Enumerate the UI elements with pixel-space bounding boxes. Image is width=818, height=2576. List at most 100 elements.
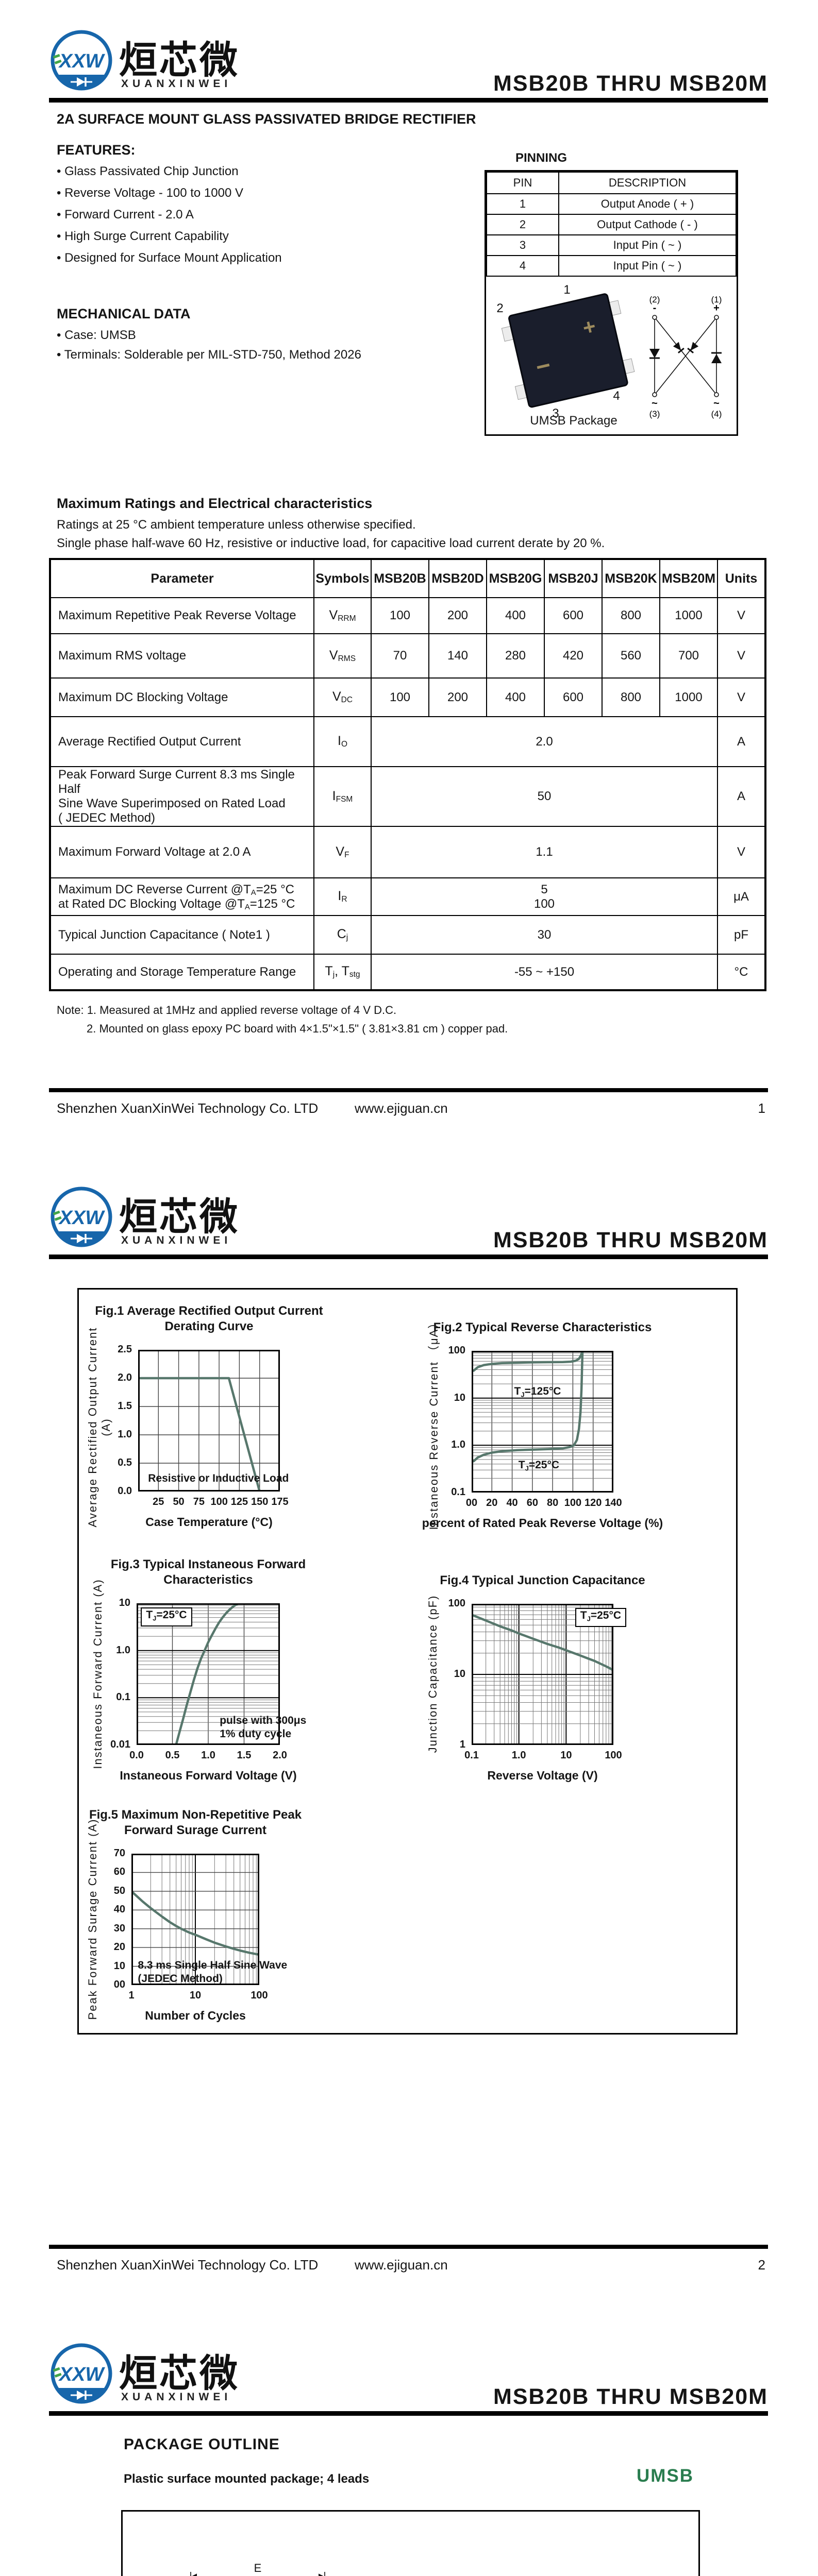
footer-website: www.ejiguan.cn [355, 1100, 448, 1116]
outline-box [121, 2510, 700, 2576]
page2-number: 2 [758, 2257, 765, 2273]
fig2-ytick: 10 [454, 1392, 465, 1403]
note-line1: Note: 1. Measured at 1MHz and applied re… [57, 1004, 397, 1016]
fig2-xtick: 100 [564, 1497, 582, 1509]
brand-name-cn: 烜芯微 [119, 39, 240, 81]
page1-header-rule [49, 98, 768, 103]
fig4-xtick: 1.0 [511, 1750, 526, 1761]
outline-side-view: L e [464, 2545, 686, 2576]
dim-E-label: E [254, 2562, 262, 2574]
fig1-xtick: 25 [153, 1496, 164, 1507]
brand-name-en: XUANXINWEI [121, 2391, 232, 2403]
fig3-annotation: TJ=25°C [141, 1607, 192, 1626]
fig5-ytick: 30 [113, 1922, 125, 1934]
fig2-xtick: 60 [526, 1497, 538, 1509]
ratings-row: Maximum RMS voltage VRMS 70 140 280 420 560 700… [49, 633, 766, 679]
logo-xxw-text: XXW [58, 1207, 106, 1229]
mech-item: • Case: UMSB [57, 328, 136, 342]
fig1-plot [138, 1350, 280, 1492]
ratings-row: Operating and Storage Temperature Range T… [49, 954, 766, 991]
page2-header-rule [49, 1255, 768, 1259]
brand-name-cn: 烜芯微 [119, 2352, 240, 2395]
photo-pin1-label: 1 [563, 283, 570, 297]
fig4-plot [472, 1604, 613, 1745]
footer-company: Shenzhen XuanXinWei Technology Co. LTD [57, 1100, 319, 1116]
note-line2: 2. Mounted on glass epoxy PC board with … [87, 1022, 508, 1035]
package-outline-heading: PACKAGE OUTLINE [124, 2436, 280, 2453]
fig5-plot [131, 1854, 259, 1985]
fig5-xtick: 100 [251, 1990, 268, 2001]
features-list: • Glass Passivated Chip Junction • Revers… [57, 161, 282, 269]
fig3-annotation: pulse with 300μs 1% duty cycle [220, 1714, 307, 1740]
page3-title: MSB20B THRU MSB20M [493, 2384, 768, 2409]
sch-terminal3-label: (3) [649, 409, 660, 419]
brand-name-cn: 烜芯微 [119, 1195, 240, 1238]
fig4-title: Fig.4 Typical Junction Capacitance [440, 1573, 645, 1587]
ratings-row: Average Rectified Output Current IO 2.0 A [49, 716, 766, 767]
fig5-ytick: 50 [113, 1885, 125, 1896]
fig5-xlabel: Number of Cycles [145, 2009, 246, 2022]
fig5-ylabel: Peak Forward Surage Current (A) [86, 1818, 99, 2020]
fig3-ytick: 0.1 [116, 1691, 130, 1703]
fig2-ytick: 100 [448, 1345, 465, 1356]
feature-item: • Reverse Voltage - 100 to 1000 V [57, 186, 243, 200]
outline-top-view: E b D [190, 2562, 326, 2576]
brand-logo: XXW 烜芯微 XUANXINWEI [49, 2342, 338, 2411]
fig1-annotation: Resistive or Inductive Load [148, 1472, 289, 1484]
features-heading: FEATURES: [57, 142, 136, 158]
fig3-xtick: 2.0 [273, 1750, 287, 1761]
mechanical-data-heading: MECHANICAL DATA [57, 306, 191, 321]
fig5-ytick: 20 [113, 1941, 125, 1953]
brand-name-en: XUANXINWEI [121, 1234, 232, 1246]
page3-header-rule [49, 2411, 768, 2416]
photo-pin4-label: 4 [613, 389, 620, 403]
fig4-xtick: 100 [605, 1750, 622, 1761]
pinning-heading: PINNING [515, 151, 567, 165]
feature-item: • Forward Current - 2.0 A [57, 208, 194, 222]
fig1-title: Fig.1 Average Rectified Output Current De… [95, 1304, 323, 1333]
fig2-xtick: 120 [585, 1497, 602, 1509]
fig1-ytick: 2.0 [118, 1372, 132, 1383]
page2-title: MSB20B THRU MSB20M [493, 1228, 768, 1252]
page2-footer-rule [49, 2245, 768, 2249]
ratings-line2: Single phase half-wave 60 Hz, resistive … [57, 536, 605, 550]
fig1-xlabel: Case Temperature (°C) [145, 1515, 273, 1529]
bridge-circuit-schematic: (2) - (1) + ~ (3) ~ (4) [649, 295, 722, 419]
sch-minus-sign: - [653, 302, 657, 314]
pinning-row: 3 Input Pin ( ~ ) [486, 234, 737, 256]
fig2-xtick: 00 [465, 1497, 478, 1509]
fig4-ytick: 10 [454, 1668, 465, 1680]
umsb-package-photo: + − 1 2 3 4 [496, 283, 635, 420]
fig2-ylabel: Instaneous Reverse Current （μA） [427, 1316, 440, 1530]
page1-number: 1 [758, 1100, 765, 1116]
fig1-ytick: 1.0 [118, 1429, 132, 1440]
fig1-xtick: 50 [173, 1496, 185, 1507]
footer-website2: www.ejiguan.cn [355, 2257, 448, 2273]
logo-diode-icon [71, 77, 92, 87]
fig1-xtick: 100 [210, 1496, 228, 1507]
package-caption: UMSB Package [530, 414, 617, 428]
figures-box [77, 1288, 738, 2035]
fig1-xtick: 125 [230, 1496, 248, 1507]
fig1-xtick: 75 [193, 1496, 205, 1507]
brand-logo: XXW 烜芯微 XUANXINWEI [49, 1185, 338, 1255]
page1-footer-rule [49, 1088, 768, 1092]
fig5-annotation: 8.3 ms Single Half Sine Wave (JEDEC Metho… [138, 1959, 288, 1985]
fig3-ytick: 0.01 [110, 1739, 130, 1750]
fig1-ytick: 0.5 [118, 1457, 132, 1468]
fig3-xtick: 0.0 [129, 1750, 144, 1761]
pinning-row: 1 Output Anode ( + ) [486, 193, 737, 215]
fig2-xtick: 80 [547, 1497, 559, 1509]
fig3-ytick: 10 [119, 1597, 130, 1608]
fig2-xtick: 20 [486, 1497, 498, 1509]
fig5-title: Fig.5 Maximum Non-Repetitive Peak Forward… [89, 1808, 302, 1837]
fig4-ylabel: Junction Capacitance (pF) [426, 1595, 439, 1753]
ratings-row: Maximum Repetitive Peak Reverse Voltage V… [49, 597, 766, 634]
sch-tilde4: ~ [713, 398, 720, 409]
fig5-ytick: 60 [113, 1866, 125, 1878]
fig1-xtick: 150 [251, 1496, 269, 1507]
footer-company2: Shenzhen XuanXinWei Technology Co. LTD [57, 2257, 319, 2273]
fig5-ytick: 70 [113, 1848, 125, 1859]
ratings-row: Typical Junction Capacitance ( Note1 ) Cj… [49, 915, 766, 955]
